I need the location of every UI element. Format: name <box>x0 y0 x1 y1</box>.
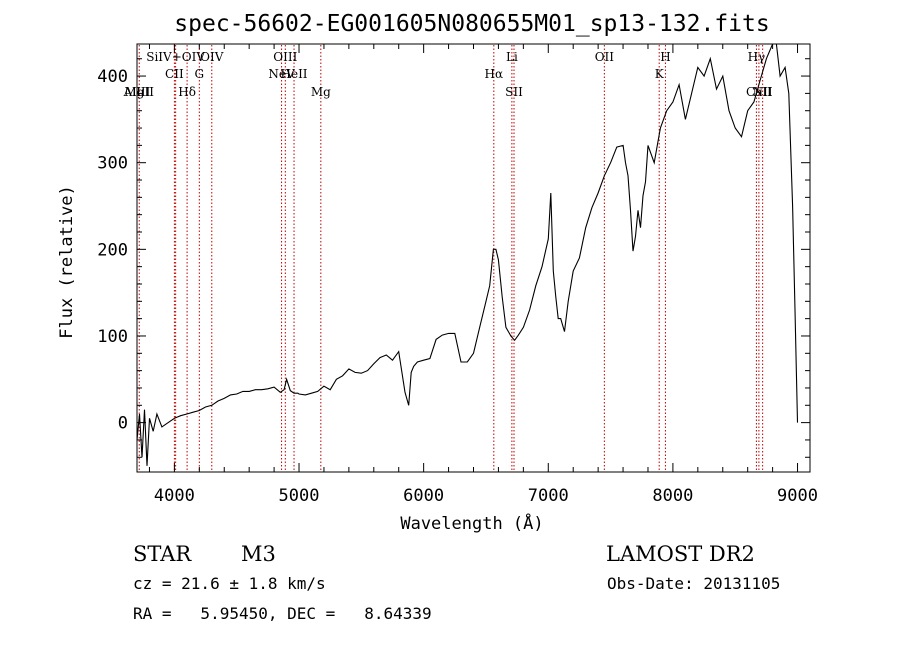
observation-date: Obs-Date: 20131105 <box>607 574 780 593</box>
x-axis-ticks: 4000 5000 6000 7000 8000 9000 <box>148 44 818 506</box>
reference-line-label: HeII <box>281 67 308 81</box>
reference-line-label: Hδ <box>178 85 196 99</box>
ra-dec-coordinates: RA = 5.95450, DEC = 8.64339 <box>133 604 432 623</box>
reference-line-label: SiIV+OIV <box>146 50 205 64</box>
chart-title: spec-56602-EG001605N080655M01_sp13-132.f… <box>174 11 769 37</box>
reference-line-label: MgII <box>125 85 155 99</box>
reference-line-labels: AlIIIMgIICIISiIV+OIVHδGOIVNeVOIIIHeIIMgH… <box>123 50 773 99</box>
reference-line-label: Hγ <box>748 50 766 64</box>
plot-frame <box>136 43 811 473</box>
x-tick-label: 8000 <box>652 486 693 506</box>
x-tick-label: 9000 <box>777 486 818 506</box>
reference-line-label: OIII <box>273 50 297 64</box>
x-tick-label: 7000 <box>528 486 569 506</box>
reference-line-label: K <box>655 67 665 81</box>
x-tick-label: 4000 <box>154 486 195 506</box>
survey-name: LAMOST DR2 <box>606 542 755 566</box>
reference-line-label: G <box>195 67 205 81</box>
y-axis-ticks: 0 100 200 300 400 <box>97 58 810 458</box>
x-tick-label: 6000 <box>403 486 444 506</box>
reference-line-label: SII <box>505 85 523 99</box>
x-axis-label: Wavelength (Å) <box>400 512 543 534</box>
reference-line-label: H <box>660 50 670 64</box>
reference-line-label: OIV <box>200 50 224 64</box>
x-tick-label: 5000 <box>279 486 320 506</box>
reference-line-label: Hα <box>485 67 504 81</box>
reference-line-label: Li <box>506 50 518 64</box>
reference-line-label: NeV <box>268 67 295 81</box>
y-tick-label: 400 <box>97 67 128 87</box>
reference-line-label: OII <box>595 50 615 64</box>
y-tick-label: 100 <box>97 327 128 347</box>
object-subclass: M3 <box>241 542 276 566</box>
reference-lines <box>136 45 764 471</box>
y-tick-label: 200 <box>97 240 128 260</box>
reference-line-label: Mg <box>311 85 331 99</box>
y-tick-label: 0 <box>118 414 128 434</box>
redshift-cz: cz = 21.6 ± 1.8 km/s <box>133 574 326 593</box>
spectrum-series-line <box>136 43 799 466</box>
object-class: STAR <box>133 542 192 566</box>
y-tick-label: 300 <box>97 154 128 174</box>
reference-line-label: CII <box>165 67 184 81</box>
y-axis-label: Flux (relative) <box>57 185 77 339</box>
reference-line-label: CaII <box>746 85 772 99</box>
